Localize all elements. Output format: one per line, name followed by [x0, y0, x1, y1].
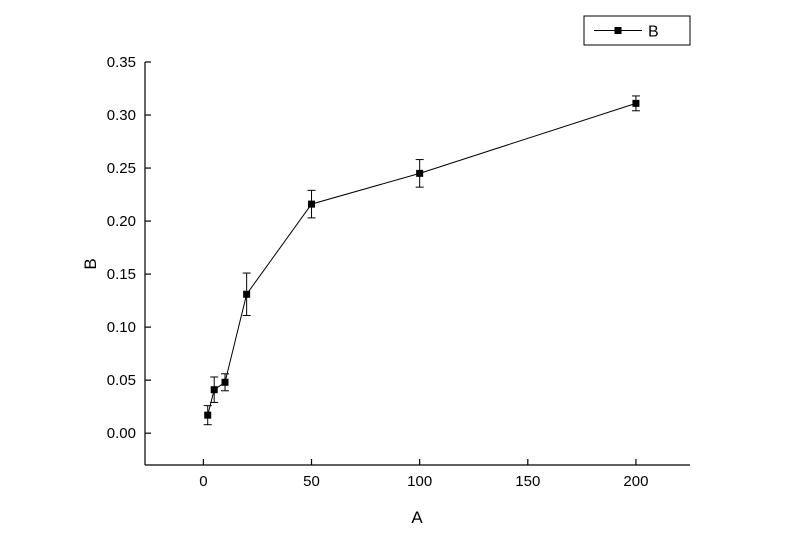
series-line	[207, 102, 637, 416]
y-axis-title: B	[81, 258, 100, 269]
data-point-marker	[204, 411, 212, 419]
y-tick-label: 0.30	[107, 107, 136, 124]
x-tick-label: 200	[623, 473, 648, 490]
data-point-marker	[243, 290, 251, 298]
legend-square-marker-icon	[614, 27, 622, 34]
y-tick-label: 0.10	[107, 319, 136, 336]
data-point-marker	[221, 378, 229, 386]
data-point-marker	[416, 169, 424, 177]
y-tick-label: 0.15	[107, 266, 136, 283]
y-tick-label: 0.25	[107, 160, 136, 177]
x-axis-title: A	[411, 508, 423, 527]
y-tick-label: 0.05	[107, 372, 136, 389]
y-tick-label: 0.20	[107, 213, 136, 230]
legend: B	[583, 15, 691, 46]
data-point-marker	[632, 99, 640, 107]
legend-label: B	[648, 24, 659, 41]
data-point-marker	[210, 386, 218, 394]
x-tick-label: 0	[199, 473, 207, 490]
y-tick-label: 0.00	[107, 425, 136, 442]
y-tick-label: 0.35	[107, 54, 136, 71]
x-tick-label: 150	[515, 473, 540, 490]
data-point-marker	[308, 200, 316, 208]
plot-area: 0 50 100 150 200 0.00 0.05 0.10 0.15 0.20 0.25 0.30…	[107, 54, 690, 490]
x-tick-label: 100	[407, 473, 432, 490]
x-tick-label: 50	[303, 473, 320, 490]
